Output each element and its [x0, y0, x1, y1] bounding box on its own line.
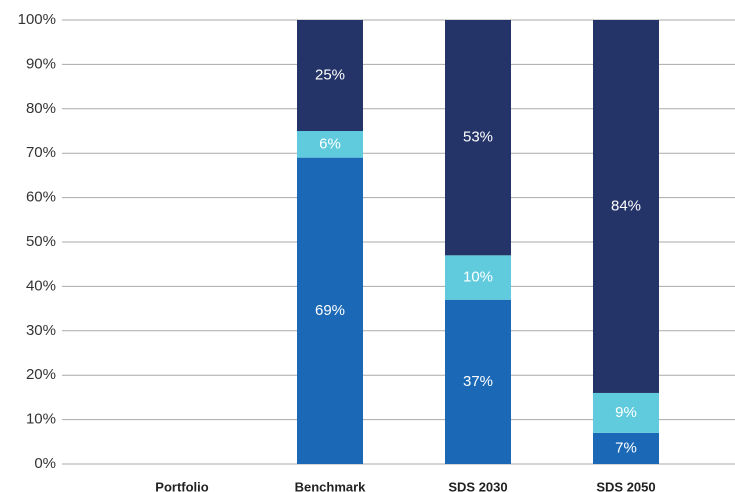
data-label: 25%: [315, 66, 345, 83]
bar-segment: [445, 299, 511, 464]
data-label: 84%: [611, 197, 641, 214]
x-tick-label: SDS 2050: [596, 479, 655, 492]
y-tick-label: 0%: [34, 455, 56, 472]
data-label: 7%: [615, 439, 637, 456]
data-label: 9%: [615, 404, 637, 421]
bar-segment: [445, 255, 511, 300]
x-tick-label: SDS 2030: [448, 479, 507, 492]
bar-segment: [297, 157, 363, 464]
bar-segment: [593, 20, 659, 393]
data-label: 53%: [463, 129, 493, 146]
y-tick-label: 100%: [18, 11, 56, 28]
y-tick-label: 90%: [26, 55, 56, 72]
y-tick-label: 50%: [26, 233, 56, 250]
data-label: 37%: [463, 373, 493, 390]
y-tick-label: 10%: [26, 411, 56, 428]
bar-segment: [297, 131, 363, 158]
data-label: 69%: [315, 302, 345, 319]
bar-segment: [593, 432, 659, 464]
bar-segment: [297, 20, 363, 131]
data-label: 6%: [319, 135, 341, 152]
y-tick-label: 20%: [26, 366, 56, 383]
bar-segment: [445, 20, 511, 256]
y-tick-label: 80%: [26, 100, 56, 117]
x-tick-label: Portfolio: [155, 479, 208, 492]
y-tick-label: 60%: [26, 189, 56, 206]
x-tick-label: Benchmark: [295, 479, 367, 492]
data-label: 10%: [463, 268, 493, 285]
y-tick-label: 40%: [26, 277, 56, 294]
y-tick-label: 30%: [26, 322, 56, 339]
y-tick-label: 70%: [26, 144, 56, 161]
bar-segment: [593, 392, 659, 433]
